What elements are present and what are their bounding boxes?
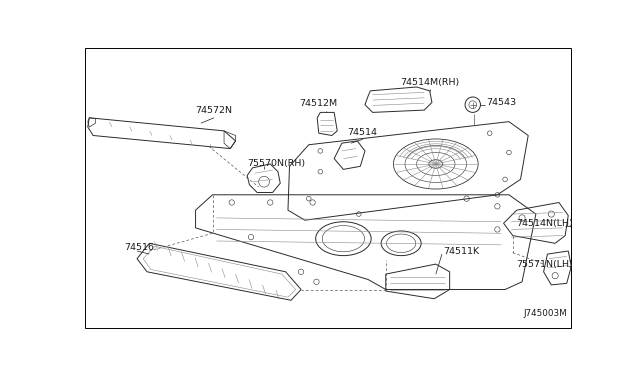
Text: 75571N(LH): 75571N(LH) (516, 260, 573, 269)
Text: J745003M: J745003M (523, 309, 566, 318)
Text: 74514N(LH): 74514N(LH) (516, 219, 573, 228)
Text: 74514: 74514 (348, 128, 378, 137)
Text: 74543: 74543 (486, 98, 516, 107)
Text: 74572N: 74572N (196, 106, 232, 115)
Text: 75570N(RH): 75570N(RH) (247, 160, 305, 169)
Text: 74514M(RH): 74514M(RH) (400, 78, 460, 87)
Text: 74511K: 74511K (444, 247, 479, 256)
Text: 74516: 74516 (124, 243, 154, 251)
Text: 74512M: 74512M (300, 99, 338, 108)
